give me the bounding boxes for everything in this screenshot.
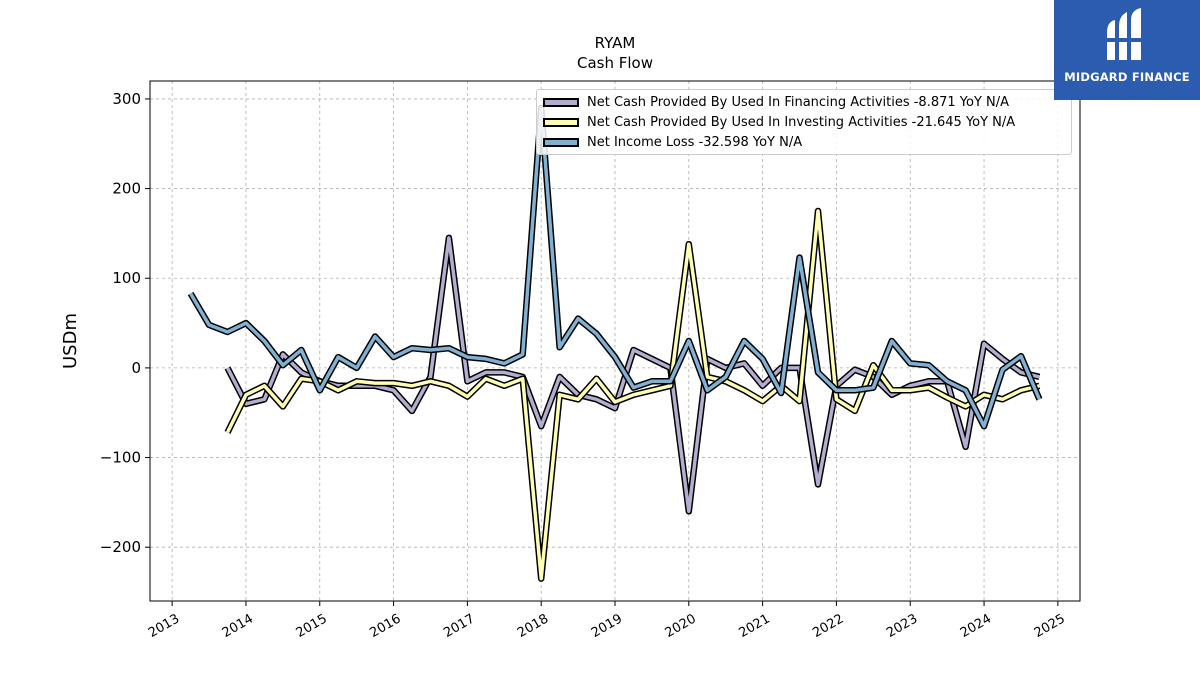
- midgard-logo-icon: [1105, 8, 1145, 60]
- y-axis: −200 −100 0 100 200 300: [100, 90, 150, 556]
- legend-swatch-investing: [543, 117, 579, 127]
- series-line-net-income-stroke: [189, 106, 1042, 428]
- series-line-investing-stroke: [225, 209, 1040, 581]
- y-tick-label: 200: [112, 180, 141, 198]
- chart-subtitle: Cash Flow: [577, 54, 653, 72]
- chart-title: RYAM: [595, 34, 636, 52]
- x-tick-label: 2015: [294, 611, 330, 641]
- series-line-financing: [224, 234, 1041, 515]
- y-axis-label: USDm: [60, 313, 81, 369]
- x-tick-label: 2024: [958, 611, 994, 641]
- x-tick-label: 2016: [367, 611, 403, 641]
- x-tick-label: 2022: [810, 611, 846, 641]
- grid: [150, 81, 1080, 601]
- x-tick-label: 2019: [589, 611, 625, 641]
- series-line-financing-outline: [224, 234, 1041, 515]
- x-tick-label: 2020: [663, 611, 699, 641]
- x-tick-label: 2017: [441, 611, 477, 641]
- y-tick-label: −100: [100, 449, 141, 467]
- legend-swatch-financing: [543, 97, 579, 107]
- x-tick-label: 2025: [1032, 611, 1068, 641]
- series-line-investing: [224, 207, 1041, 582]
- x-tick-label: 2021: [736, 611, 772, 641]
- y-tick-label: 0: [131, 359, 141, 377]
- legend: Net Cash Provided By Used In Financing A…: [536, 89, 1072, 155]
- legend-label-financing: Net Cash Provided By Used In Financing A…: [587, 94, 1010, 110]
- logo-text: MIDGARD FINANCE: [1064, 70, 1190, 84]
- legend-swatch-net-income: [543, 137, 579, 147]
- y-tick-label: 100: [112, 269, 141, 287]
- x-tick-label: 2018: [515, 611, 551, 641]
- series-lines: [187, 104, 1043, 582]
- legend-label-net-income: Net Income Loss -32.598 YoY N/A: [587, 134, 803, 150]
- legend-label-investing: Net Cash Provided By Used In Investing A…: [587, 114, 1016, 130]
- series-line-financing-stroke: [225, 236, 1040, 514]
- midgard-finance-logo: MIDGARD FINANCE: [1054, 0, 1200, 100]
- y-tick-label: −200: [100, 538, 141, 556]
- legend-item-net-income: Net Income Loss -32.598 YoY N/A: [543, 133, 802, 151]
- legend-item-financing: Net Cash Provided By Used In Financing A…: [543, 93, 1009, 111]
- x-axis: 2013 2014 2015 2016 2017 2018 2019 2020 2021 2022…: [146, 601, 1068, 641]
- x-tick-label: 2014: [220, 611, 256, 641]
- x-tick-label: 2023: [884, 611, 920, 641]
- x-tick-label: 2013: [146, 611, 182, 641]
- y-tick-label: 300: [112, 90, 141, 108]
- legend-item-investing: Net Cash Provided By Used In Investing A…: [543, 113, 1015, 131]
- series-line-net-income: [187, 104, 1043, 430]
